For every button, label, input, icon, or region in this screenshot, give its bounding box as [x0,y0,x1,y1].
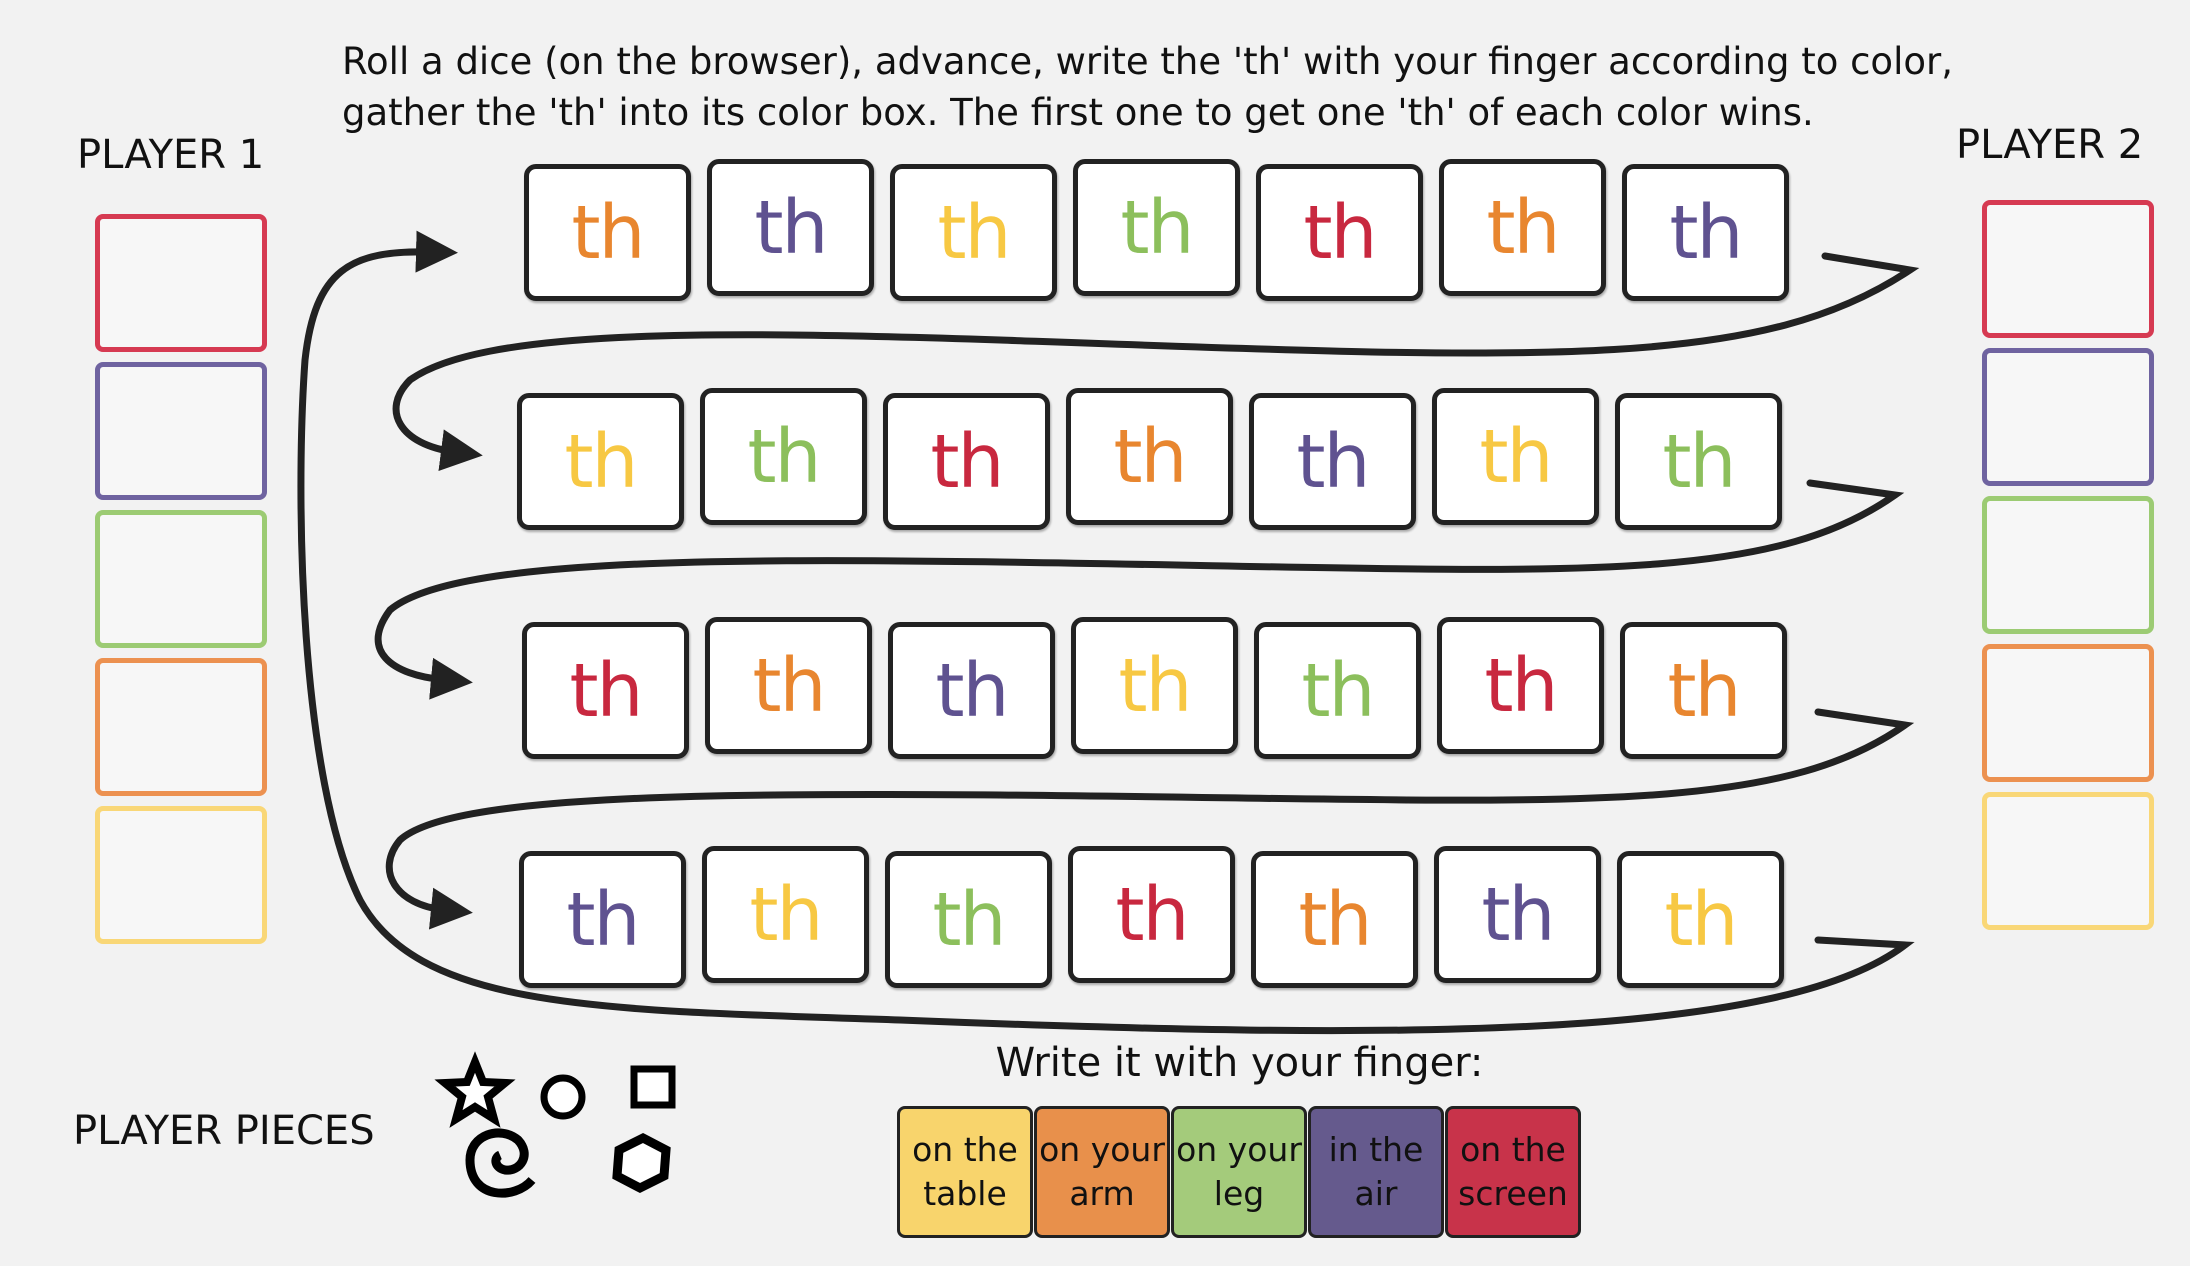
player-pieces-label: PLAYER PIECES [73,1108,375,1154]
instructions-line-2: gather the 'th' into its color box. The … [342,91,1814,134]
line1: on the [1460,1130,1566,1169]
write-option[interactable]: in the air [1308,1106,1444,1238]
tile-red[interactable]: th [883,393,1050,530]
tile-yellow[interactable]: th [517,393,684,530]
tile-orange[interactable]: th [524,164,691,301]
tile-purple[interactable]: th [519,851,686,988]
tile-text: th [1481,871,1556,958]
line1: on your [1176,1130,1302,1169]
tile-green[interactable]: th [1615,393,1782,530]
tile-text: th [566,876,641,963]
tile-text: th [571,189,646,276]
tile-text: th [1120,184,1195,271]
tile-text: th [1669,189,1744,276]
tile-text: th [1667,647,1742,734]
write-option-label: in the air [1329,1128,1424,1216]
player-1-box-red[interactable] [95,214,267,352]
tile-red[interactable]: th [1437,617,1604,754]
write-option[interactable]: on your arm [1034,1106,1170,1238]
player-2-box-yellow[interactable] [1982,792,2154,930]
player-1-box-orange[interactable] [95,658,267,796]
tile-text: th [932,876,1007,963]
write-option[interactable]: on the screen [1445,1106,1581,1238]
tile-orange[interactable]: th [1620,622,1787,759]
tile-text: th [1479,413,1554,500]
line2: table [923,1174,1007,1213]
tile-purple[interactable]: th [1622,164,1789,301]
tile-red[interactable]: th [1068,846,1235,983]
tile-green[interactable]: th [1073,159,1240,296]
tile-purple[interactable]: th [1434,846,1601,983]
tile-orange[interactable]: th [1251,851,1418,988]
tile-text: th [749,871,824,958]
line1: in the [1328,1130,1424,1169]
tile-text: th [937,189,1012,276]
tile-text: th [1301,647,1376,734]
tile-text: th [935,647,1010,734]
tile-yellow[interactable]: th [1617,851,1784,988]
path-row3-to-row4 [385,708,1915,930]
tile-text: th [752,642,827,729]
tile-yellow[interactable]: th [1071,617,1238,754]
write-option-label: on your arm [1039,1128,1165,1216]
tile-text: th [1298,876,1373,963]
player-1-box-purple[interactable] [95,362,267,500]
write-option[interactable]: on your leg [1171,1106,1307,1238]
player-1-box-yellow[interactable] [95,806,267,944]
tile-text: th [930,418,1005,505]
path-row1-to-row2 [392,252,1920,472]
line2: screen [1458,1174,1568,1213]
instructions: Roll a dice (on the browser), advance, w… [342,36,1953,138]
tile-green[interactable]: th [885,851,1052,988]
tile-yellow[interactable]: th [1432,388,1599,525]
tile-orange[interactable]: th [1439,159,1606,296]
tile-text: th [1486,184,1561,271]
line1: on the [912,1130,1018,1169]
player-2-label: PLAYER 2 [1956,122,2144,168]
line2: arm [1069,1174,1135,1213]
tile-text: th [1115,871,1190,958]
write-option-label: on the table [912,1128,1018,1216]
player-2-box-green[interactable] [1982,496,2154,634]
line1: on your [1039,1130,1165,1169]
tile-text: th [1113,413,1188,500]
tile-red[interactable]: th [522,622,689,759]
tile-purple[interactable]: th [707,159,874,296]
tile-text: th [754,184,829,271]
write-option[interactable]: on the table [897,1106,1033,1238]
write-option-label: on your leg [1176,1128,1302,1216]
tile-text: th [564,418,639,505]
tile-orange[interactable]: th [705,617,872,754]
tile-yellow[interactable]: th [890,164,1057,301]
line2: air [1354,1174,1398,1213]
write-title: Write it with your finger: [995,1040,1484,1086]
tile-red[interactable]: th [1256,164,1423,301]
tile-purple[interactable]: th [1249,393,1416,530]
tile-text: th [1118,642,1193,729]
player-2-box-orange[interactable] [1982,644,2154,782]
tile-orange[interactable]: th [1066,388,1233,525]
tile-text: th [747,413,822,500]
tile-green[interactable]: th [700,388,867,525]
tile-text: th [1484,642,1559,729]
tile-text: th [569,647,644,734]
tile-text: th [1664,876,1739,963]
path-return-to-start [297,230,1915,1035]
player-2-box-purple[interactable] [1982,348,2154,486]
line2: leg [1213,1174,1265,1213]
tile-yellow[interactable]: th [702,846,869,983]
player-1-label: PLAYER 1 [77,132,265,178]
player-1-box-green[interactable] [95,510,267,648]
tile-text: th [1296,418,1371,505]
tile-text: th [1303,189,1378,276]
tile-purple[interactable]: th [888,622,1055,759]
player-2-box-red[interactable] [1982,200,2154,338]
path-row2-to-row3 [374,479,1905,700]
instructions-line-1: Roll a dice (on the browser), advance, w… [342,40,1953,83]
tile-green[interactable]: th [1254,622,1421,759]
tile-text: th [1662,418,1737,505]
write-option-label: on the screen [1458,1128,1568,1216]
